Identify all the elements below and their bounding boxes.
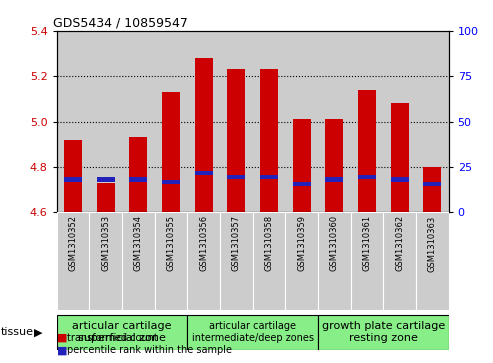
Bar	[162, 180, 180, 184]
Bar	[423, 182, 441, 186]
Bar	[162, 92, 180, 212]
Bar	[325, 178, 343, 182]
Text: GSM1310354: GSM1310354	[134, 215, 143, 271]
Bar	[351, 31, 383, 212]
Bar	[252, 212, 285, 310]
Text: GSM1310355: GSM1310355	[167, 215, 176, 271]
Bar	[220, 212, 252, 310]
Bar	[187, 212, 220, 310]
Text: GSM1310362: GSM1310362	[395, 215, 404, 272]
Text: GSM1310360: GSM1310360	[330, 215, 339, 272]
Text: percentile rank within the sample: percentile rank within the sample	[67, 345, 232, 355]
Bar	[64, 178, 82, 182]
Text: growth plate cartilage
resting zone: growth plate cartilage resting zone	[321, 321, 445, 343]
Bar	[285, 212, 318, 310]
Bar	[97, 178, 115, 182]
Bar	[423, 167, 441, 212]
Text: GSM1310363: GSM1310363	[428, 215, 437, 272]
Text: GDS5434 / 10859547: GDS5434 / 10859547	[53, 17, 188, 30]
Bar	[129, 138, 147, 212]
Text: GSM1310361: GSM1310361	[362, 215, 372, 272]
Text: ▶: ▶	[34, 327, 42, 337]
Text: articular cartilage
superficial zone: articular cartilage superficial zone	[72, 321, 172, 343]
Bar	[155, 31, 187, 212]
Text: ■: ■	[57, 333, 67, 343]
Bar	[57, 31, 89, 212]
Bar	[89, 212, 122, 310]
Bar	[358, 175, 376, 179]
Bar	[195, 171, 212, 175]
Bar	[390, 178, 409, 182]
Bar	[97, 183, 115, 212]
Text: GSM1310357: GSM1310357	[232, 215, 241, 272]
Bar	[383, 31, 416, 212]
Bar	[383, 212, 416, 310]
Bar	[227, 69, 246, 212]
Bar	[358, 90, 376, 212]
Bar	[260, 69, 278, 212]
Text: ■: ■	[57, 345, 67, 355]
Bar	[89, 31, 122, 212]
Bar	[252, 31, 285, 212]
Bar	[318, 31, 351, 212]
Bar	[293, 119, 311, 212]
Bar	[122, 212, 155, 310]
Bar	[325, 119, 343, 212]
Bar	[64, 140, 82, 212]
Bar	[155, 212, 187, 310]
Bar	[416, 212, 449, 310]
Bar	[195, 58, 212, 212]
Bar	[187, 315, 318, 350]
Bar	[351, 212, 383, 310]
Bar	[122, 31, 155, 212]
Bar	[285, 31, 318, 212]
Bar	[57, 315, 187, 350]
Bar	[187, 31, 220, 212]
Bar	[220, 31, 252, 212]
Text: GSM1310359: GSM1310359	[297, 215, 306, 271]
Bar	[129, 178, 147, 182]
Text: GSM1310353: GSM1310353	[101, 215, 110, 272]
Bar	[390, 103, 409, 212]
Text: GSM1310358: GSM1310358	[264, 215, 274, 272]
Bar	[293, 182, 311, 186]
Bar	[416, 31, 449, 212]
Text: tissue: tissue	[1, 327, 34, 337]
Bar	[57, 212, 89, 310]
Text: articular cartilage
intermediate/deep zones: articular cartilage intermediate/deep zo…	[192, 321, 314, 343]
Bar	[318, 212, 351, 310]
Bar	[227, 175, 246, 179]
Bar	[318, 315, 449, 350]
Text: GSM1310356: GSM1310356	[199, 215, 208, 272]
Text: GSM1310352: GSM1310352	[69, 215, 77, 271]
Text: transformed count: transformed count	[67, 333, 157, 343]
Bar	[260, 175, 278, 179]
